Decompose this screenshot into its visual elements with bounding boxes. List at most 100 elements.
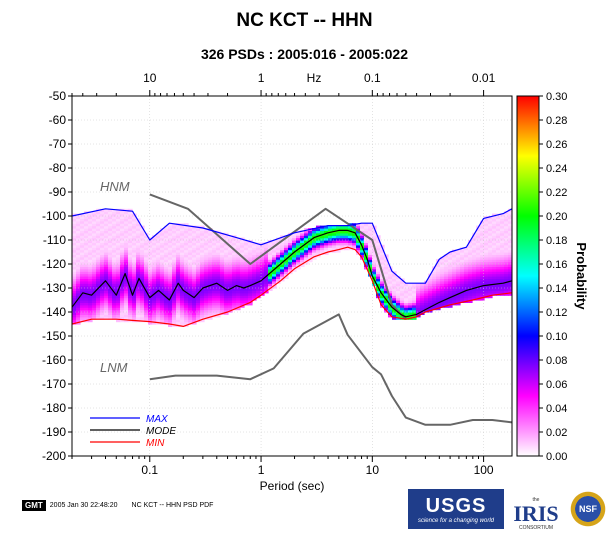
heatmap-cell <box>116 266 121 270</box>
heatmap-cell <box>264 264 269 267</box>
heatmap-cell <box>76 295 81 299</box>
heatmap-cell <box>448 283 453 287</box>
heatmap-cell <box>124 230 129 234</box>
heatmap-cell <box>416 300 421 303</box>
heatmap-cell <box>140 266 145 270</box>
heatmap-cell <box>356 240 361 243</box>
heatmap-cell <box>404 285 409 289</box>
heatmap-cell <box>264 288 269 291</box>
heatmap-cell <box>148 264 153 267</box>
heatmap-cell <box>192 266 197 270</box>
heatmap-cell <box>480 261 485 265</box>
heatmap-cell <box>148 302 153 306</box>
heatmap-cell <box>124 319 129 323</box>
heatmap-cell <box>152 304 157 308</box>
heatmap-cell <box>488 252 493 255</box>
heatmap-cell <box>440 264 445 267</box>
heatmap-cell <box>244 290 249 294</box>
heatmap-cell <box>420 307 425 311</box>
heatmap-cell <box>124 297 129 301</box>
heatmap-cell <box>488 271 493 275</box>
heatmap-cell <box>188 230 193 234</box>
heatmap-cell <box>112 249 117 253</box>
heatmap-cell <box>372 280 377 284</box>
heatmap-cell <box>392 302 397 306</box>
heatmap-cell <box>144 292 149 296</box>
heatmap-cell <box>200 228 205 231</box>
heatmap-cell <box>168 249 173 253</box>
heatmap-cell <box>444 254 449 258</box>
heatmap-cell <box>140 228 145 231</box>
heatmap-cell <box>472 256 477 260</box>
heatmap-cell <box>108 295 113 299</box>
heatmap-cell <box>140 295 145 299</box>
heatmap-cell <box>100 216 105 219</box>
heatmap-cell <box>480 256 485 260</box>
heatmap-cell <box>396 297 401 301</box>
heatmap-cell <box>460 271 465 275</box>
heatmap-cell <box>84 316 89 320</box>
heatmap-cell <box>152 312 157 315</box>
heatmap-cell <box>376 271 381 275</box>
heatmap-cell <box>96 259 101 263</box>
heatmap-cell <box>388 307 393 311</box>
heatmap-cell <box>508 218 512 222</box>
legend-label-min: MIN <box>146 438 165 449</box>
heatmap-cell <box>464 261 469 265</box>
heatmap-cell <box>136 302 141 306</box>
heatmap-cell <box>84 268 89 272</box>
heatmap-cell <box>204 297 209 301</box>
heatmap-cell <box>444 288 449 291</box>
heatmap-cell <box>336 242 341 246</box>
heatmap-cell <box>184 280 189 284</box>
heatmap-cell <box>356 242 361 246</box>
heatmap-cell <box>224 266 229 270</box>
heatmap-cell <box>360 240 365 243</box>
heatmap-cell <box>200 319 205 323</box>
heatmap-cell <box>88 268 93 272</box>
heatmap-cell <box>480 228 485 231</box>
heatmap-cell <box>108 211 113 215</box>
heatmap-cell <box>128 247 133 251</box>
heatmap-cell <box>128 292 133 296</box>
heatmap-cell <box>100 278 105 282</box>
heatmap-cell <box>256 285 261 289</box>
heatmap-cell <box>76 290 81 294</box>
heatmap-cell <box>136 280 141 284</box>
heatmap-cell <box>316 249 321 253</box>
heatmap-cell <box>336 230 341 234</box>
heatmap-cell <box>92 304 97 308</box>
heatmap-cell <box>492 259 497 263</box>
heatmap-cell <box>116 290 121 294</box>
heatmap-cell <box>468 295 473 299</box>
heatmap-cell <box>120 242 125 246</box>
heatmap-cell <box>184 249 189 253</box>
heatmap-cell <box>160 232 165 236</box>
heatmap-cell <box>456 249 461 253</box>
heatmap-cell <box>184 319 189 323</box>
heatmap-cell <box>276 256 281 260</box>
heatmap-cell <box>496 259 501 263</box>
heatmap-cell <box>496 276 501 279</box>
heatmap-cell <box>200 261 205 265</box>
heatmap-cell <box>144 297 149 301</box>
heatmap-cell <box>192 232 197 236</box>
heatmap-cell <box>436 302 441 306</box>
heatmap-cell <box>304 249 309 253</box>
heatmap-cell <box>352 240 357 243</box>
heatmap-cell <box>168 292 173 296</box>
heatmap-cell <box>256 268 261 272</box>
heatmap-cell <box>224 297 229 301</box>
heatmap-cell <box>272 242 277 246</box>
heatmap-cell <box>76 278 81 282</box>
heatmap-cell <box>192 256 197 260</box>
heatmap-cell <box>108 314 113 318</box>
heatmap-cell <box>144 247 149 251</box>
heatmap-cell <box>204 268 209 272</box>
heatmap-cell <box>228 266 233 270</box>
heatmap-cell <box>112 211 117 215</box>
heatmap-cell <box>120 307 125 311</box>
heatmap-cell <box>176 319 181 323</box>
heatmap-cell <box>280 273 285 277</box>
heatmap-cell <box>436 304 441 308</box>
